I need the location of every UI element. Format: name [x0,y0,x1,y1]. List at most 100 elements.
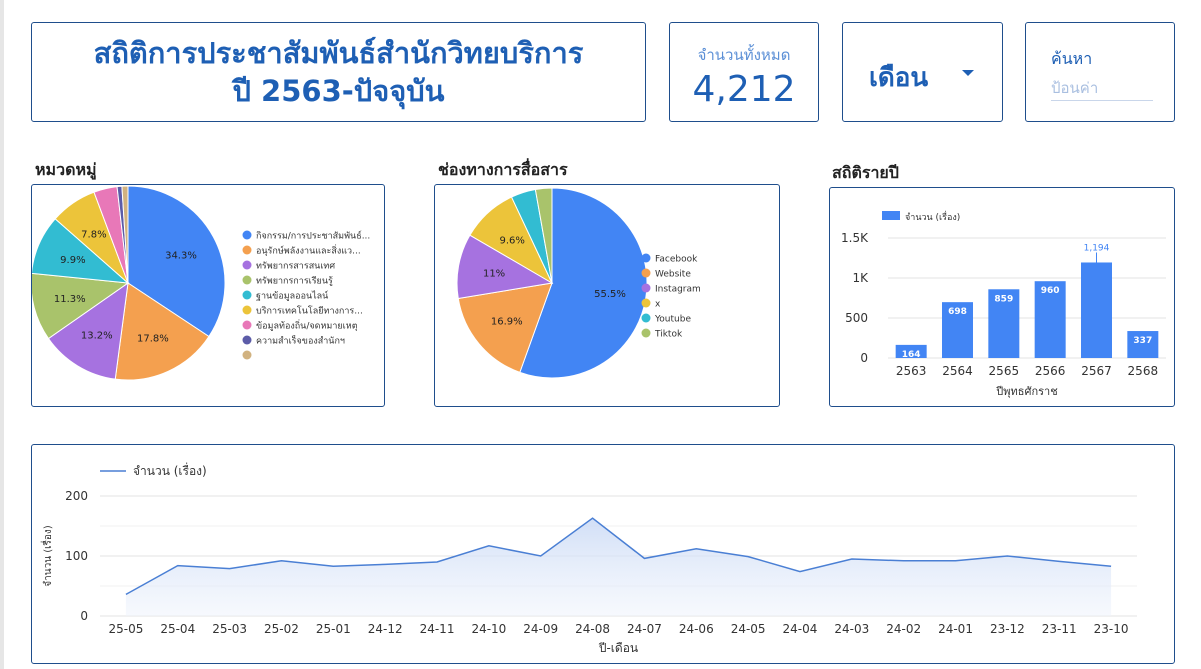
monthly-line-xtick-label: 24-01 [938,622,973,636]
yearly-bar [988,289,1020,358]
monthly-line-xtick-label: 24-10 [471,622,506,636]
yearly-bar [1081,262,1112,358]
monthly-line-xtick-label: 23-10 [1094,622,1129,636]
channel-chart-title: ช่องทางการสื่อสาร [438,160,568,179]
monthly-line-series [125,517,1112,596]
yearly-bar-xtick-label: 2568 [1128,364,1159,378]
category-pie-legend-label: บริการเทคโนโลยีทางการ... [256,306,363,317]
monthly-line-xtick-label: 24-03 [834,622,869,636]
monthly-area-fill [125,518,1112,616]
monthly-line-xaxis-label: ปี-เดือน [598,641,638,655]
category-pie-legend-swatch [242,230,252,240]
channel-pie-value-label: 55.5% [594,289,626,300]
monthly-line-xtick-label: 23-12 [990,622,1025,636]
monthly-line-ytick-label: 200 [65,489,88,503]
total-scorecard: จำนวนทั้งหมด 4,212 [669,22,819,122]
yearly-chart-title: สถิติรายปี [832,163,899,182]
yearly-bar-xtick-label: 2563 [896,364,927,378]
category-pie-slice [121,185,129,284]
channel-pie-legend-label: Website [655,270,691,280]
monthly-line-xtick-label: 24-05 [731,622,766,636]
yearly-bar [1127,331,1159,358]
yearly-bar-value-label: 698 [948,307,967,317]
yearly-bar-ytick-label: 500 [845,311,868,325]
category-pie-value-label: 11.3% [54,294,86,305]
yearly-bar-card: 0 500 1K 1.5K 2563 164 2564 698 2565 859 2566 960 25… [829,187,1175,407]
monthly-line-xtick-label: 23-11 [1042,622,1077,636]
search-input[interactable] [1051,75,1153,101]
total-value: 4,212 [692,69,796,110]
channel-pie-legend-swatch [641,328,651,338]
category-pie-legend-swatch [242,305,252,315]
month-filter-dropdown[interactable]: เดือน [842,22,1003,122]
yearly-bar-value-label: 960 [1041,286,1060,296]
category-pie-legend-swatch [242,290,252,300]
search-label: ค้นหา [1051,49,1093,68]
category-pie-value-label: 34.3% [165,251,197,262]
title-card: สถิติการประชาสัมพันธ์สำนักวิทยบริการ ปี … [31,22,646,122]
yearly-bar-legend-swatch [882,211,900,220]
yearly-bar-ytick-label: 0 [860,351,868,365]
channel-pie-slice [534,187,553,284]
monthly-line-xtick-label: 24-08 [575,622,610,636]
category-pie-slice [47,281,129,380]
channel-pie-legend-swatch [641,313,651,323]
yearly-bar-xaxis-label: ปีพุทธศักราช [995,385,1057,398]
channel-pie-slice [456,234,554,300]
yearly-bar-xtick-label: 2564 [942,364,973,378]
caret-down-icon[interactable] [962,70,974,76]
channel-pie-legend-swatch [641,298,651,308]
yearly-bar-xtick-label: 2566 [1035,364,1066,378]
monthly-line-card: 0 100 200 25-05 25-04 25-03 25-02 25-01 24-12 24-… [31,444,1175,664]
yearly-bar-value-label: 164 [902,350,921,360]
category-pie-legend-swatch [242,260,252,270]
search-card: ค้นหา [1025,22,1175,122]
monthly-line-xtick-label: 24-02 [886,622,921,636]
category-pie-legend-label: กิจกรรม/การประชาสัมพันธ์... [256,230,370,242]
monthly-line-ytick-label: 0 [80,609,88,623]
yearly-bar-legend-label: จำนวน (เรื่อง) [905,210,960,223]
category-pie-card: 34.3% 17.8% 13.2% 11.3% 9.9% 7.8% กิจกรรม/การป… [30,184,385,407]
monthly-line-xtick-label: 24-06 [679,622,714,636]
monthly-line-legend-label: จำนวน (เรื่อง) [133,462,207,478]
category-pie-slice [30,272,130,340]
monthly-line-ytick-label: 100 [65,549,88,563]
channel-pie-legend-swatch [641,283,651,293]
yearly-bar-xtick-label: 2565 [989,364,1020,378]
monthly-line-xtick-label: 25-03 [212,622,247,636]
category-pie-value-label: 13.2% [81,330,113,341]
channel-pie-legend-label: Tiktok [654,330,683,340]
channel-pie-value-label: 11% [483,268,505,279]
category-pie-legend-swatch [242,275,252,285]
category-pie-legend-label: ทรัพยากรการเรียนรู้ [256,276,333,287]
yearly-bar-ytick-label: 1.5K [841,231,869,245]
yearly-bar [942,302,973,358]
category-pie-legend-label: ฐานข้อมูลออนไลน์ [256,290,328,302]
monthly-line-xtick-label: 24-11 [420,622,455,636]
yearly-bar-value-label: 337 [1133,336,1152,346]
category-pie-legend-label: ทรัพยากรสารสนเทศ [256,262,335,272]
monthly-line-xtick-label: 24-07 [627,622,662,636]
page-title: สถิติการประชาสัมพันธ์สำนักวิทยบริการ [93,36,584,70]
category-pie-legend-label: อนุรักษ์พลังงานและสิ่งแว... [256,244,361,257]
category-pie-chart: 34.3% 17.8% 13.2% 11.3% 9.9% 7.8% กิจกรรม/การป… [30,185,370,381]
channel-pie-legend-swatch [641,268,651,278]
channel-pie-legend-label: Facebook [655,255,698,265]
category-pie-legend-label: ความสำเร็จของสำนักฯ [256,334,345,347]
channel-pie-card: 55.5% 16.9% 11% 9.6% Facebook Website Instagra… [434,184,780,407]
left-edge [0,0,4,669]
monthly-line-xtick-label: 25-02 [264,622,299,636]
yearly-bar-chart: 0 500 1K 1.5K 2563 164 2564 698 2565 859 2566 960 25… [841,210,1166,398]
category-pie-legend-label: ข้อมูลท้องถิ่น/จดหมายเหตุ [256,319,358,332]
yearly-bar-value-label: 859 [994,294,1013,304]
yearly-bar-value-label: 1,194 [1084,243,1110,253]
category-pie-slice [114,282,210,381]
category-pie-legend-swatch [242,350,252,360]
channel-pie-legend-label: Youtube [654,315,691,325]
monthly-line-yaxis-label: จำนวน (เรื่อง) [40,525,54,587]
category-pie-legend-swatch [242,320,252,330]
yearly-bar [1034,281,1066,358]
channel-pie-legend-label: Instagram [655,285,701,295]
channel-pie-legend-label: x [655,300,661,310]
total-label: จำนวนทั้งหมด [697,46,791,64]
